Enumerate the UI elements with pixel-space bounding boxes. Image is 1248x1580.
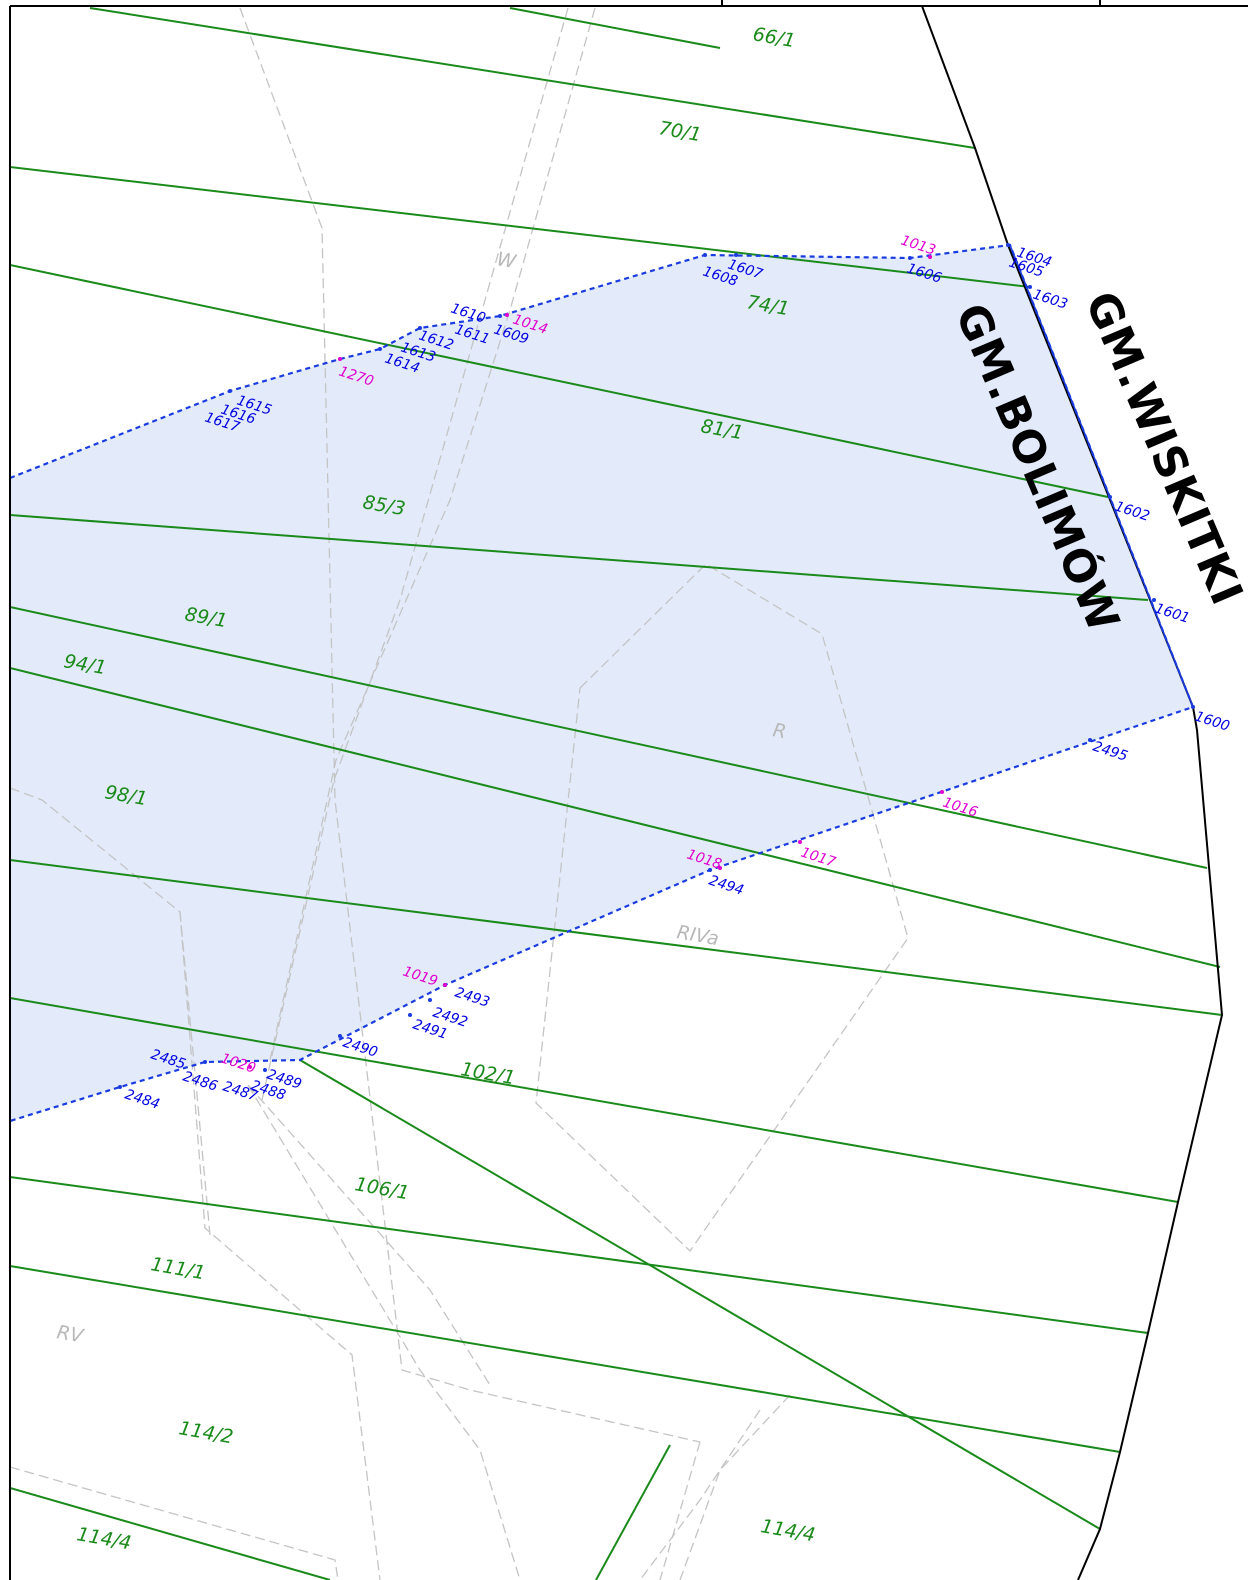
parcel-label: 66/1 [751,23,797,52]
point-label: 1013 [899,233,938,259]
parcel-label: 70/1 [657,117,703,146]
project-area [10,245,1193,1121]
point-label: 1603 [1031,287,1070,313]
parcel-boundaries [10,7,1223,1580]
point-label: 2495 [1091,739,1130,765]
map-frame [9,0,1248,1580]
point-markers [118,243,1195,1089]
parcel-label: 106/1 [353,1173,411,1204]
parcel-label: 111/1 [149,1253,207,1284]
point-label: 2486 [181,1069,220,1095]
parcel-label: 114/4 [759,1515,817,1546]
intersection-markers [248,255,944,1069]
parcel-label: 114/4 [75,1523,133,1554]
boundary-overlap [1009,244,1194,708]
project-boundary [10,243,1195,1123]
point-label: 2493 [453,985,492,1011]
municipality-boundary [921,6,1224,1580]
land-class-label: RV [55,1321,87,1348]
point-label: 1016 [941,795,980,821]
land-class-label: W [495,248,519,273]
point-label: 2494 [707,873,746,899]
point-label: 2484 [123,1087,162,1113]
parcel-label: 114/2 [177,1417,235,1448]
parcel-label: 102/1 [459,1058,517,1089]
land-class-label: R [771,719,788,743]
point-label: 1600 [1193,709,1232,735]
landuse-lines [10,7,909,1580]
